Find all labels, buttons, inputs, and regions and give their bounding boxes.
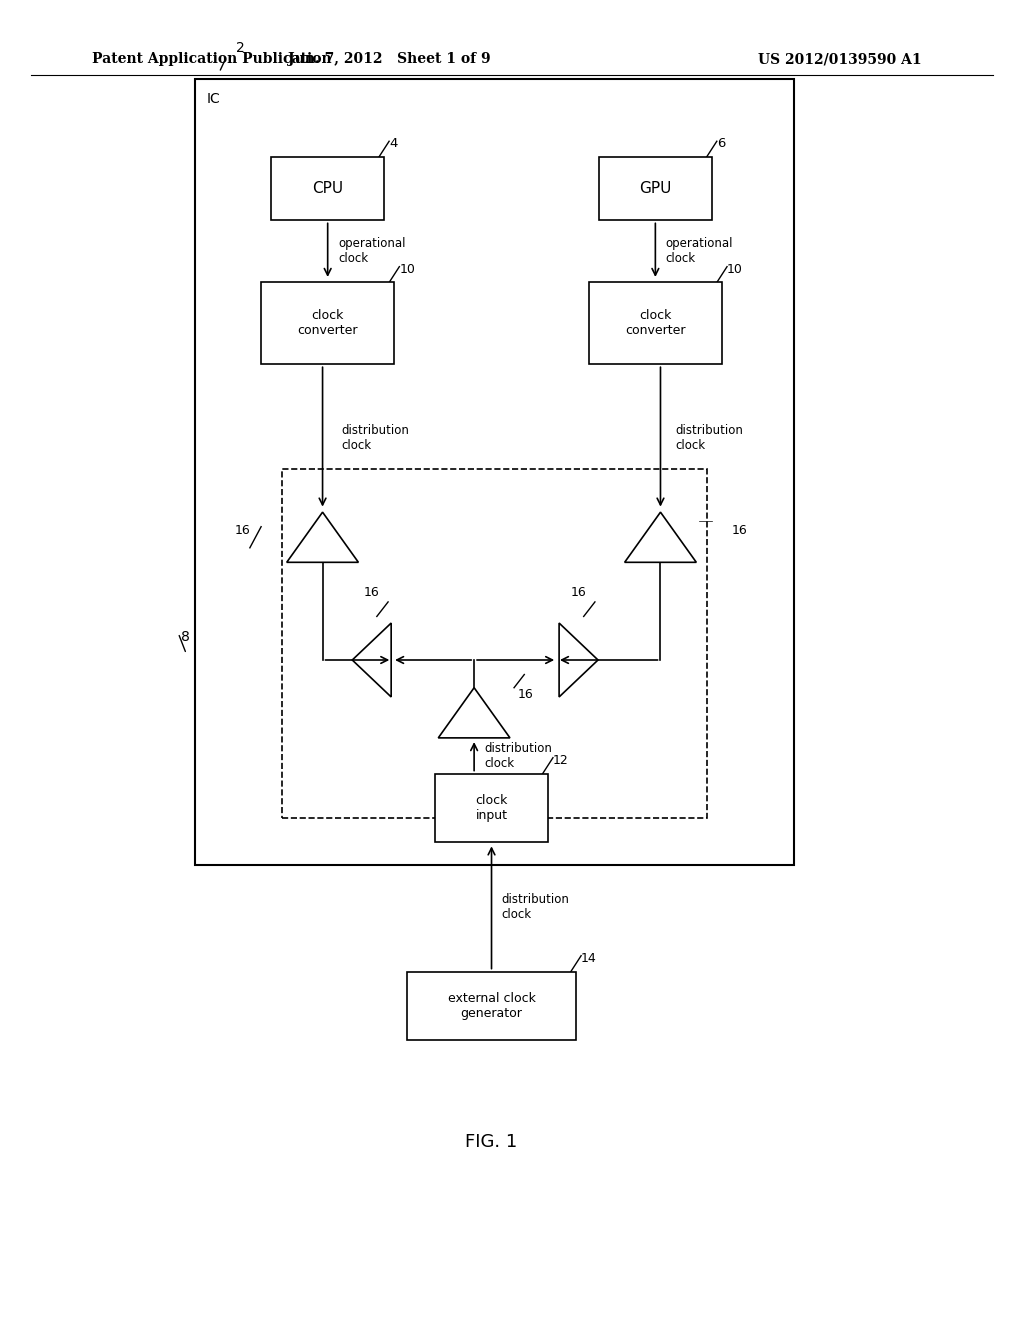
Text: IC: IC (207, 92, 220, 107)
FancyBboxPatch shape (195, 79, 794, 865)
Text: US 2012/0139590 A1: US 2012/0139590 A1 (758, 53, 922, 66)
FancyBboxPatch shape (589, 282, 722, 364)
Text: 2: 2 (236, 41, 245, 55)
Polygon shape (352, 623, 391, 697)
Text: 10: 10 (727, 263, 743, 276)
Text: clock
converter: clock converter (625, 309, 686, 338)
FancyBboxPatch shape (407, 972, 575, 1040)
Text: 16: 16 (570, 586, 587, 599)
Polygon shape (559, 623, 598, 697)
Text: 6: 6 (717, 137, 725, 150)
Text: 10: 10 (399, 263, 416, 276)
Text: Patent Application Publication: Patent Application Publication (92, 53, 332, 66)
Text: distribution
clock: distribution clock (502, 892, 569, 921)
Text: clock
converter: clock converter (297, 309, 358, 338)
Text: external clock
generator: external clock generator (447, 991, 536, 1020)
Text: 14: 14 (582, 952, 597, 965)
Text: distribution
clock: distribution clock (676, 424, 743, 453)
FancyBboxPatch shape (435, 774, 548, 842)
FancyBboxPatch shape (271, 157, 384, 220)
Text: GPU: GPU (639, 181, 672, 197)
Polygon shape (287, 512, 358, 562)
Text: 8: 8 (180, 630, 189, 644)
Text: 4: 4 (389, 137, 397, 150)
Text: 16: 16 (518, 688, 534, 701)
Text: Jun. 7, 2012   Sheet 1 of 9: Jun. 7, 2012 Sheet 1 of 9 (288, 53, 490, 66)
Text: clock
input: clock input (475, 793, 508, 822)
Text: FIG. 1: FIG. 1 (465, 1133, 518, 1151)
Text: distribution
clock: distribution clock (341, 424, 409, 453)
Text: operational
clock: operational clock (338, 238, 406, 265)
Text: operational
clock: operational clock (666, 238, 733, 265)
Text: distribution
clock: distribution clock (484, 742, 552, 770)
Text: 16: 16 (236, 524, 251, 537)
Polygon shape (438, 688, 510, 738)
FancyBboxPatch shape (261, 282, 394, 364)
Text: 16: 16 (732, 524, 748, 537)
Text: 12: 12 (553, 754, 568, 767)
Text: 16: 16 (364, 586, 380, 599)
Text: CPU: CPU (312, 181, 343, 197)
Polygon shape (625, 512, 696, 562)
FancyBboxPatch shape (599, 157, 712, 220)
